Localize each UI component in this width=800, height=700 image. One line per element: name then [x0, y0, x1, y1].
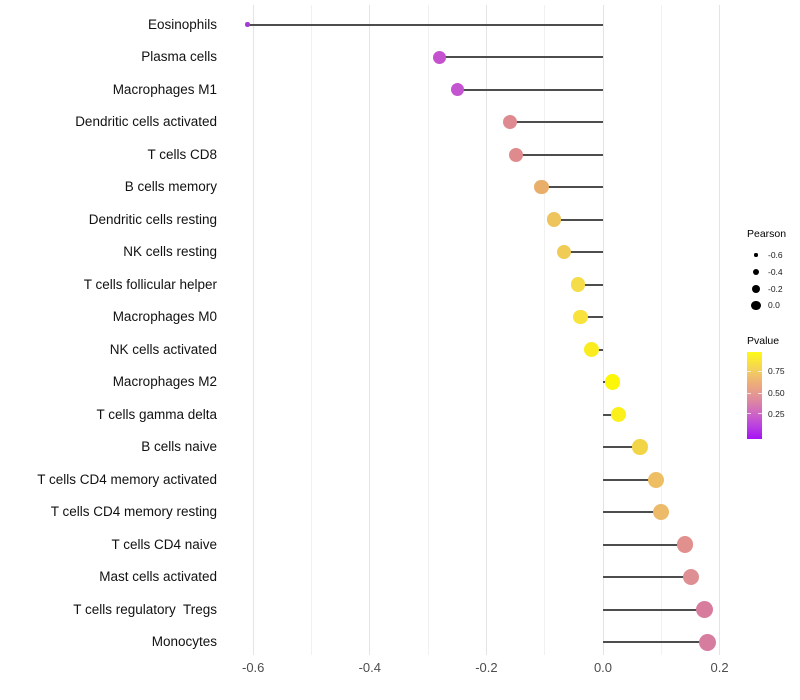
gridline-major	[602, 5, 604, 655]
colorbar-tick	[757, 413, 762, 415]
gridline-major	[485, 5, 487, 655]
colorbar-tick	[747, 370, 751, 372]
lollipop-stem	[603, 608, 705, 611]
lollipop-stem	[603, 478, 657, 481]
y-axis-label: Dendritic cells resting	[88, 211, 217, 227]
gridline-minor	[544, 5, 546, 655]
lollipop-dot	[605, 374, 621, 390]
y-axis-label: B cells memory	[124, 179, 217, 194]
y-axis-label: Macrophages M2	[112, 374, 217, 389]
pearson-legend-title: Pearson	[747, 228, 787, 240]
lollipop-stem	[563, 251, 603, 253]
pearson-size-label: 0.0	[768, 300, 780, 311]
lollipop-dot	[433, 50, 447, 64]
lollipop-dot	[652, 504, 669, 520]
lollipop-stem	[603, 576, 692, 578]
y-axis-label: NK cells activated	[109, 341, 217, 357]
y-axis-label: T cells CD4 memory activated	[37, 471, 217, 487]
lollipop-stem	[457, 88, 603, 91]
lollipop-stem	[554, 218, 603, 221]
lollipop-dot	[631, 439, 648, 455]
lollipop-stem	[580, 316, 603, 318]
pearson-size-dot	[752, 268, 760, 276]
lollipop-dot	[648, 471, 665, 488]
y-axis-label: NK cells resting	[123, 244, 217, 259]
lollipop-stem	[603, 641, 708, 643]
y-axis-label: Plasma cells	[141, 49, 217, 64]
pvalue-legend-title: Pvalue	[747, 335, 780, 347]
lollipop-dot	[508, 147, 523, 162]
lollipop-dot	[245, 22, 250, 27]
lollipop-dot	[546, 212, 562, 227]
pearson-size-dot	[751, 284, 761, 293]
lollipop-stem	[603, 543, 686, 546]
y-axis-label: Macrophages M0	[112, 309, 217, 324]
gridline-major	[719, 5, 721, 655]
x-axis-tick-label: 0.2	[710, 660, 729, 675]
lollipop-dot	[534, 179, 550, 195]
lollipop-dot	[682, 568, 700, 586]
pvalue-tick-label: 0.25	[768, 408, 785, 419]
y-axis-label: Dendritic cells activated	[75, 114, 217, 129]
y-axis-label: Mast cells activated	[99, 569, 217, 584]
colorbar-tick	[747, 392, 751, 394]
lollipop-dot	[699, 633, 717, 651]
gridline-minor	[427, 5, 429, 655]
lollipop-stem	[515, 153, 603, 156]
y-axis-label: Macrophages M1	[112, 81, 217, 97]
lollipop-dot	[502, 115, 517, 129]
x-axis-tick-label: 0.0	[593, 660, 613, 675]
pvalue-tick-label: 0.75	[768, 366, 785, 377]
lollipop-stem	[577, 283, 603, 286]
x-axis-tick-label: -0.4	[358, 660, 381, 675]
y-axis-label: T cells CD4 memory resting	[50, 504, 217, 519]
lollipop-stem	[603, 446, 640, 448]
x-axis-tick-label: -0.2	[475, 660, 498, 675]
pvalue-tick-label: 0.50	[768, 388, 785, 399]
colorbar-tick	[757, 392, 762, 394]
y-axis-label: B cells naive	[141, 439, 217, 454]
lollipop-dot	[572, 309, 588, 325]
lollipop-stem	[541, 186, 603, 188]
pearson-size-label: -0.2	[768, 283, 783, 294]
lollipop-stem	[247, 23, 603, 26]
gridline-major	[252, 5, 254, 655]
colorbar-tick	[757, 370, 762, 372]
x-axis-tick-label: -0.6	[241, 660, 265, 675]
gridline-minor	[311, 5, 312, 655]
pearson-size-label: -0.4	[768, 266, 783, 277]
pearson-size-dot	[754, 253, 758, 257]
pearson-size-label: -0.6	[768, 250, 783, 260]
lollipop-stem	[509, 121, 603, 123]
y-axis-label: Monocytes	[151, 634, 217, 649]
lollipop-stem	[603, 511, 661, 513]
colorbar-tick	[747, 413, 751, 415]
lollipop-dot	[450, 82, 464, 97]
lollipop-dot	[677, 536, 694, 553]
lollipop-stem	[439, 56, 603, 58]
gridline-minor	[660, 5, 662, 655]
pearson-size-dot	[751, 300, 761, 311]
y-axis-label: T cells follicular helper	[83, 276, 217, 292]
y-axis-label: T cells CD4 naive	[111, 536, 217, 552]
gridline-major	[369, 5, 371, 655]
y-axis-label: T cells regulatory Tregs	[73, 601, 217, 617]
lollipop-dot	[556, 244, 572, 260]
lollipop-dot	[695, 601, 713, 618]
lollipop-stem	[603, 413, 619, 416]
lollipop-dot	[583, 342, 599, 357]
pvalue-colorbar	[747, 352, 762, 439]
y-axis-label: Eosinophils	[147, 16, 217, 32]
y-axis-label: T cells CD8	[147, 146, 217, 162]
lollipop-dot	[570, 277, 586, 292]
y-axis-label: T cells gamma delta	[96, 406, 217, 422]
lollipop-dot	[611, 406, 627, 423]
